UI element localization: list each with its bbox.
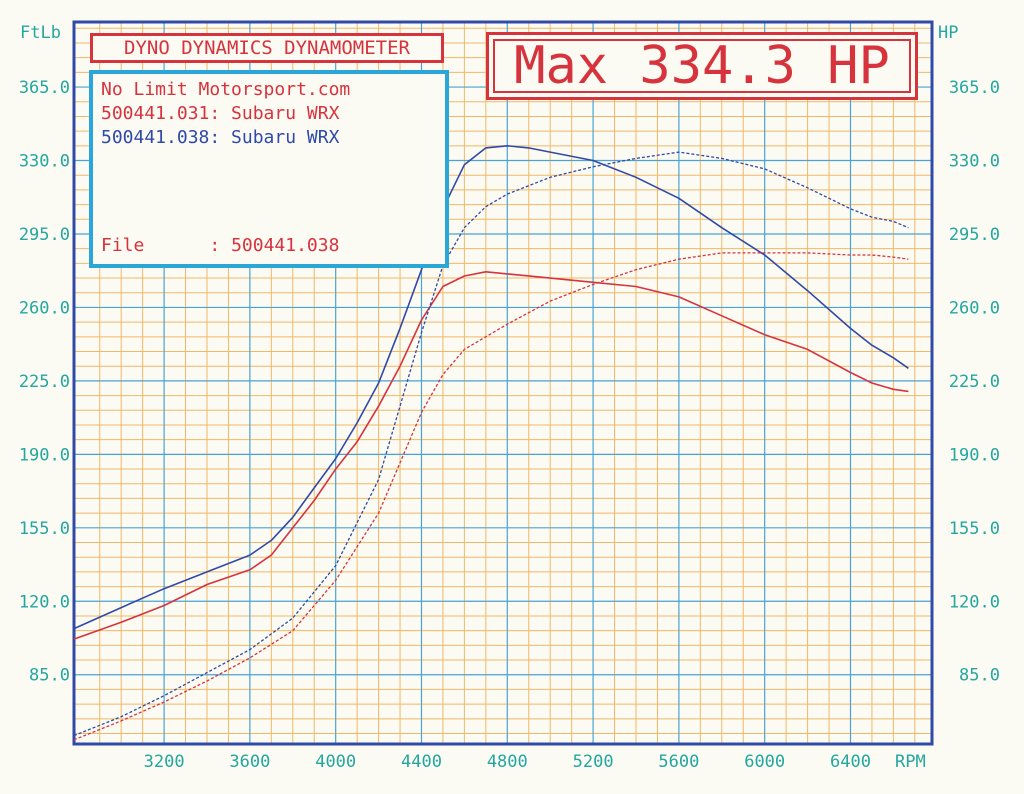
x-tick-label: 4800 [487, 752, 528, 772]
axis-layer: 3200 3600 4000 4400 4800 5200 5600 6000 6400 85.0… [19, 78, 1000, 772]
series-line-run2-power [73, 151, 909, 737]
plot-frame [72, 20, 934, 746]
series-line-run1-power [73, 252, 909, 741]
x-tick-label: 3600 [229, 752, 270, 772]
legend-run2: 500441.038: Subaru WRX [101, 127, 340, 148]
y-tick-label-left: 295.0 [19, 225, 70, 245]
x-tick-label: 4000 [315, 752, 356, 772]
legend-box: No Limit Motorsport.com 500441.031: Suba… [89, 70, 449, 268]
legend-run1: 500441.031: Subaru WRX [101, 103, 340, 124]
x-tick-label: 6400 [830, 752, 871, 772]
y-tick-label-left: 365.0 [19, 78, 70, 98]
x-tick-label: 5200 [573, 752, 614, 772]
legend-file: File : 500441.038 [101, 234, 339, 258]
y-tick-label-right: 295.0 [949, 225, 1000, 245]
y-tick-label-right: 190.0 [949, 445, 1000, 465]
y-tick-label-left: 85.0 [29, 666, 70, 686]
y-tick-label-left: 155.0 [19, 519, 70, 539]
x-tick-label: 3200 [144, 752, 185, 772]
legend-site: No Limit Motorsport.com [101, 79, 351, 100]
y-tick-label-left: 120.0 [19, 592, 70, 612]
legend-file-value: : 500441.038 [209, 235, 340, 256]
y-tick-label-left: 225.0 [19, 372, 70, 392]
y-tick-label-right: 260.0 [949, 298, 1000, 318]
dyno-title: DYNO DYNAMICS DYNAMOMETER [90, 33, 444, 63]
x-tick-label: 5600 [658, 752, 699, 772]
max-hp-banner: Max 334.3 HP [486, 32, 918, 100]
y-tick-label-right: 85.0 [959, 666, 1000, 686]
left-axis-unit: FtLb [20, 23, 61, 43]
y-tick-label-left: 330.0 [19, 152, 70, 172]
max-hp-inner-frame [493, 39, 911, 93]
series-line-run1-torque [73, 270, 909, 640]
x-axis-unit: RPM [895, 752, 926, 772]
y-tick-label-right: 155.0 [949, 519, 1000, 539]
y-tick-label-left: 190.0 [19, 445, 70, 465]
y-tick-label-right: 120.0 [949, 592, 1000, 612]
y-tick-label-left: 260.0 [19, 298, 70, 318]
y-tick-label-right: 330.0 [949, 152, 1000, 172]
y-tick-label-right: 365.0 [949, 78, 1000, 98]
right-axis-unit: HP [938, 23, 958, 43]
y-tick-label-right: 225.0 [949, 372, 1000, 392]
x-tick-label: 6000 [744, 752, 785, 772]
series-line-run2-torque [73, 145, 909, 630]
series-layer [73, 145, 909, 741]
x-tick-label: 4400 [401, 752, 442, 772]
max-hp-label: Max 334.3 HP [514, 36, 890, 96]
legend-file-label: File [101, 235, 145, 256]
